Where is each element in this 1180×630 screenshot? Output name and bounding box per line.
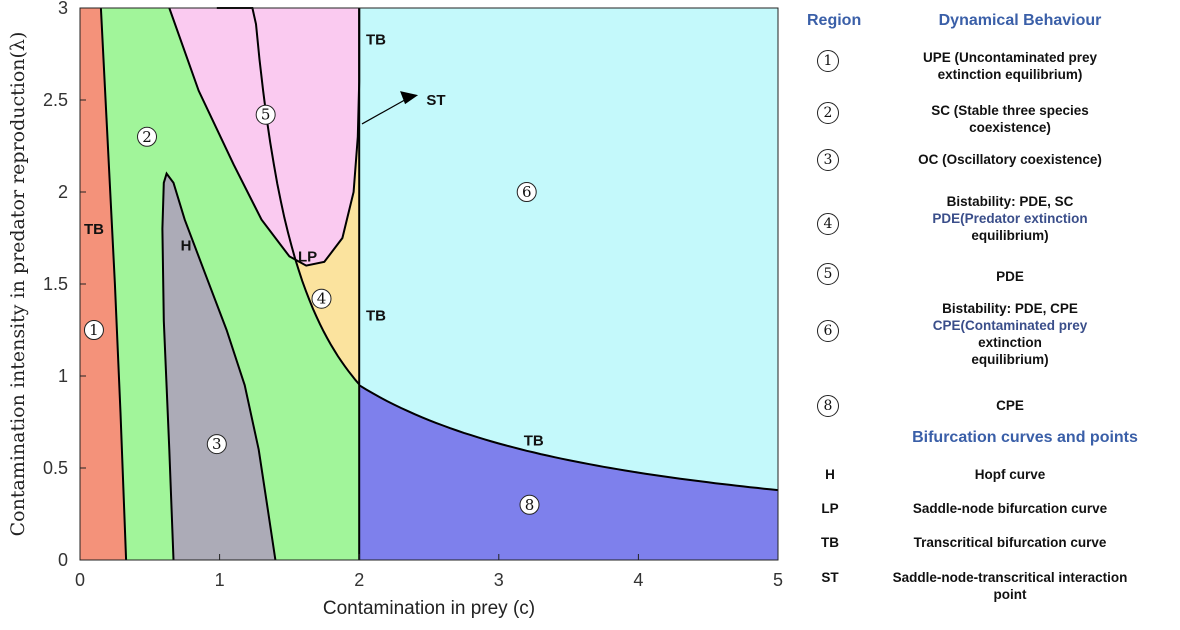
- y-tick-label: 3: [58, 0, 68, 18]
- region-label-circle: [137, 126, 158, 147]
- region-label-number: 4: [317, 290, 327, 308]
- axes-layer: 0 1 2 3 4 5 0 0.5 1 1.5 2 2.5 3 Contamination in prey…: [7, 0, 783, 619]
- region-label: 6: [516, 182, 537, 202]
- legend-region-description: SC (Stable three species coexistence): [931, 103, 1089, 135]
- region-label-number: 6: [522, 183, 532, 201]
- region-label-circle: [519, 494, 540, 515]
- hopf-curve: [161, 171, 277, 561]
- curve-label: H: [181, 237, 192, 254]
- legend-region-number: 5: [817, 263, 839, 285]
- curve-label: ST: [426, 92, 445, 109]
- curve-label: TB: [84, 221, 104, 238]
- region-label-circle: [206, 434, 227, 455]
- curve-label: TB: [366, 31, 386, 48]
- bifurcation-section-header: Bifurcation curves and points: [912, 429, 1138, 446]
- bifurcation-code: H: [825, 467, 835, 482]
- region-label-number: 8: [525, 496, 535, 514]
- labels-layer: 1 2 3 4 5 6 8 TB H LP TB ST TB TB: [83, 31, 544, 515]
- legend-region-number: 3: [817, 149, 839, 171]
- bifurcation-code: LP: [821, 501, 839, 516]
- region-column-header: Region: [807, 12, 862, 29]
- y-tick-label: 1.5: [43, 274, 68, 294]
- bifurcation-code: ST: [821, 570, 839, 585]
- region-label: 4: [311, 288, 332, 309]
- lp-curve: [168, 7, 361, 267]
- region-label: 1: [83, 320, 104, 340]
- region-label-number: 3: [212, 435, 222, 453]
- legend-region-number: 1: [817, 50, 839, 72]
- legend-region-number: 4: [817, 213, 839, 235]
- legend-region-description: PDE: [996, 269, 1024, 284]
- y-tick-label: 1: [58, 366, 68, 386]
- legend-region-description: Bistability: PDE, SC PDE(Predator extinc…: [932, 194, 1088, 243]
- bifurcation-description: Transcritical bifurcation curve: [913, 535, 1107, 550]
- tb-curve-right: [358, 384, 779, 492]
- y-tick-label: 2: [58, 182, 68, 202]
- region-label-circle: [83, 320, 104, 340]
- tb-curve-left: [99, 7, 128, 561]
- legend-region-description: Bistability: PDE, CPE CPE(Contaminated p…: [932, 301, 1088, 367]
- bifurcation-description: Hopf curve: [974, 467, 1046, 482]
- x-tick-label: 5: [773, 570, 783, 590]
- region-label-circle: [516, 182, 537, 202]
- x-axis-title: Contamination in prey (c): [323, 598, 535, 619]
- x-tick-label: 4: [633, 570, 643, 590]
- legend-region-description: UPE (Uncontaminated prey extinction equi…: [922, 50, 1098, 82]
- y-axis-title: Contamination intensity in predator repr…: [7, 32, 29, 537]
- legend-region-description: CPE: [996, 398, 1024, 413]
- region-5-fill: [169, 8, 360, 266]
- x-tick-label: 3: [494, 570, 504, 590]
- region-label: 2: [137, 126, 158, 147]
- bifurcation-description: Saddle-node bifurcation curve: [912, 501, 1108, 516]
- region-label: 3: [206, 434, 227, 455]
- region-3-fill: [162, 173, 276, 560]
- legend-region-number: 6: [817, 320, 839, 342]
- legend-panel: Region Dynamical Behaviour 1 UPE (Uncont…: [795, 0, 1180, 630]
- region-label: 5: [255, 104, 276, 125]
- curve-label: TB: [524, 432, 544, 449]
- region-label-number: 5: [261, 106, 271, 124]
- st-arrow-line: [361, 97, 409, 125]
- st-arrow-head: [400, 91, 419, 105]
- bifurcation-description: Saddle-node-transcritical interaction po…: [892, 570, 1128, 602]
- region-8-fill: [359, 385, 778, 560]
- y-tick-label: 0.5: [43, 458, 68, 478]
- legend-region-number: 2: [817, 102, 839, 124]
- x-tick-label: 2: [354, 570, 364, 590]
- region-label-number: 2: [142, 128, 152, 146]
- region-label-circle: [311, 288, 332, 309]
- behaviour-column-header: Dynamical Behaviour: [938, 12, 1102, 29]
- curve-label: TB: [366, 307, 386, 324]
- legend-region-description: OC (Oscillatory coexistence): [918, 152, 1102, 167]
- bifurcation-code: TB: [821, 535, 839, 550]
- chart-svg: 0 1 2 3 4 5 0 0.5 1 1.5 2 2.5 3 Contamination in prey…: [7, 0, 783, 619]
- phase-diagram: 0 1 2 3 4 5 0 0.5 1 1.5 2 2.5 3 Contamination in prey…: [7, 0, 783, 619]
- x-tick-label: 0: [75, 570, 85, 590]
- y-tick-label: 2.5: [43, 90, 68, 110]
- regions-layer: [80, 8, 778, 560]
- y-tick-label: 0: [58, 550, 68, 570]
- legend-region-number: 8: [817, 395, 839, 417]
- region-label-number: 1: [89, 321, 99, 339]
- region-label-circle: [255, 104, 276, 125]
- curve-label: LP: [298, 248, 317, 265]
- x-tick-label: 1: [215, 570, 225, 590]
- region-1-fill: [80, 8, 127, 560]
- region-label: 8: [519, 494, 540, 515]
